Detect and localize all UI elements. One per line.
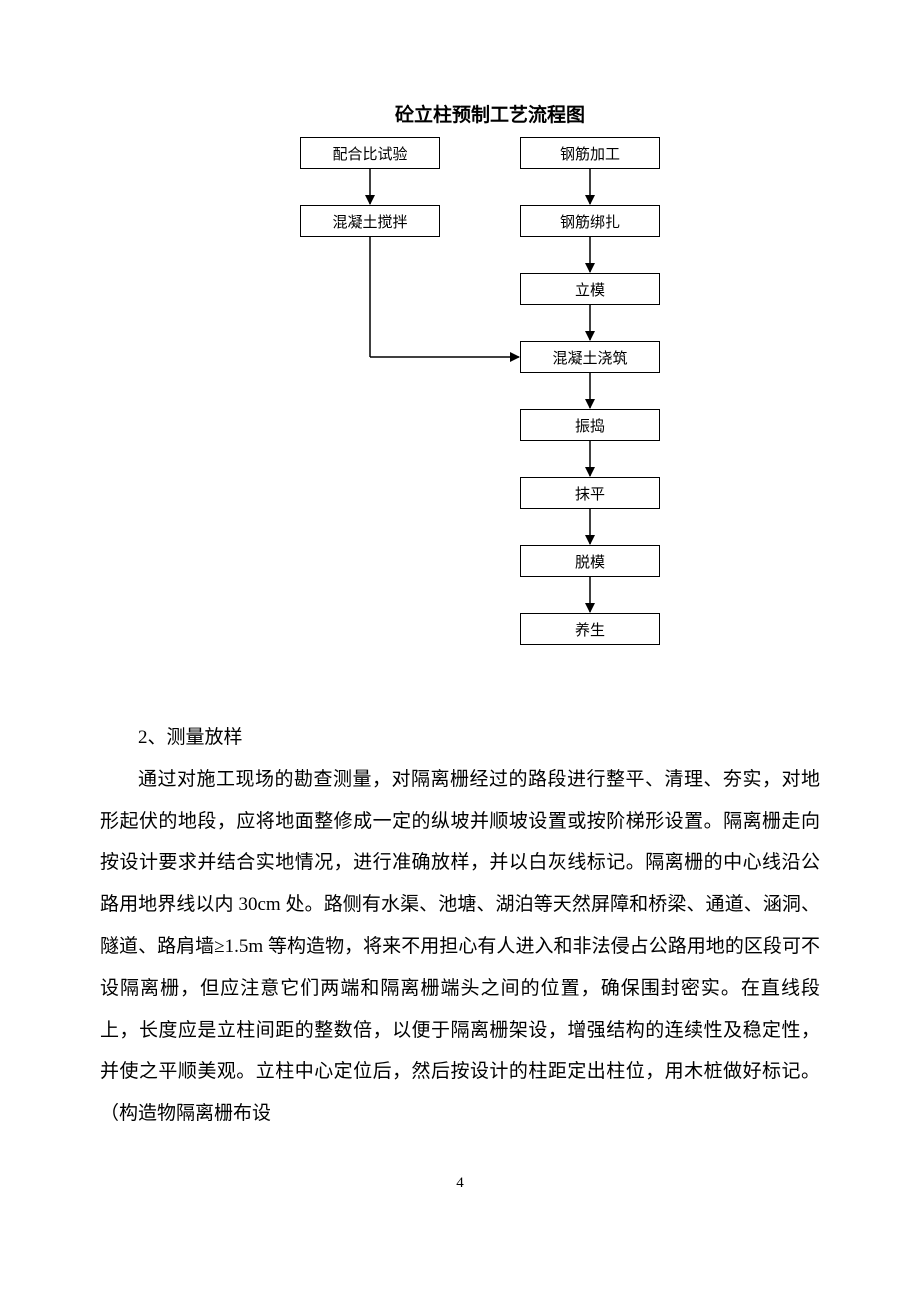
flow-node-n9: 脱模: [520, 545, 660, 577]
flow-node-n2: 钢筋加工: [520, 137, 660, 169]
section-label: 2、测量放样: [100, 717, 820, 759]
flow-node-n1: 配合比试验: [300, 137, 440, 169]
body-paragraph: 通过对施工现场的勘查测量，对隔离栅经过的路段进行整平、清理、夯实，对地形起伏的地…: [100, 759, 820, 1135]
flow-node-n3: 混凝土搅拌: [300, 205, 440, 237]
flow-node-n10: 养生: [520, 613, 660, 645]
flow-node-n4: 钢筋绑扎: [520, 205, 660, 237]
page-number: 4: [100, 1175, 820, 1192]
body-text: 2、测量放样 通过对施工现场的勘查测量，对隔离栅经过的路段进行整平、清理、夯实，…: [100, 717, 820, 1135]
flow-node-n8: 抹平: [520, 477, 660, 509]
flowchart: 配合比试验 钢筋加工混凝土搅拌 钢筋绑扎立模混凝土浇筑振捣抹平脱模养生: [240, 137, 680, 697]
chart-title: 砼立柱预制工艺流程图: [100, 100, 820, 127]
flow-node-n5: 立模: [520, 273, 660, 305]
page: 砼立柱预制工艺流程图 配合比试验 钢筋加工混凝土搅拌 钢筋绑扎立模混凝土浇筑振捣抹平…: [0, 0, 920, 1252]
flow-node-n7: 振捣: [520, 409, 660, 441]
flow-node-n6: 混凝土浇筑: [520, 341, 660, 373]
